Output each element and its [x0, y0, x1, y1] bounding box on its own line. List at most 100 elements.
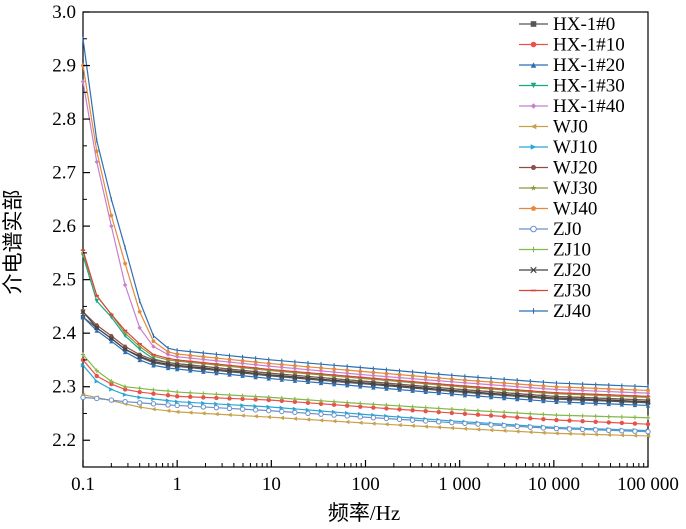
data-point — [593, 401, 598, 406]
data-point — [109, 387, 114, 392]
data-point — [371, 376, 376, 382]
data-point — [488, 413, 494, 418]
data-point — [606, 386, 611, 391]
data-point — [174, 389, 180, 395]
data-point — [606, 414, 611, 419]
data-point — [305, 397, 311, 403]
data-point — [253, 403, 258, 409]
data-point — [252, 407, 259, 413]
data-point — [580, 385, 585, 390]
data-point — [188, 390, 193, 396]
legend-label: ZJ20 — [553, 260, 591, 281]
data-point — [541, 398, 546, 404]
data-point — [449, 376, 454, 381]
data-point — [279, 362, 284, 367]
data-point — [227, 392, 232, 398]
data-point — [475, 412, 481, 417]
legend-label: HX-1#0 — [553, 14, 615, 35]
x-tick-label: 10 000 — [528, 474, 580, 495]
data-point — [501, 422, 507, 429]
data-point — [122, 398, 128, 405]
series-line — [82, 81, 649, 394]
data-point — [165, 393, 171, 398]
series-line — [82, 316, 649, 407]
data-point — [553, 425, 560, 432]
data-point — [227, 369, 232, 374]
data-point — [266, 361, 271, 366]
data-point — [318, 372, 324, 377]
data-point — [632, 394, 638, 399]
data-point — [122, 330, 128, 336]
data-point — [201, 395, 206, 400]
data-point — [292, 378, 298, 383]
data-point — [567, 385, 572, 390]
data-point — [266, 373, 271, 378]
data-point — [554, 391, 559, 396]
data-point — [566, 426, 573, 432]
data-point — [253, 366, 258, 371]
data-point — [475, 378, 481, 383]
data-point — [266, 397, 271, 403]
data-point — [188, 394, 193, 400]
data-point — [80, 309, 86, 315]
data-point — [331, 402, 337, 407]
data-point — [80, 363, 86, 368]
data-point — [201, 354, 206, 359]
data-point — [540, 394, 546, 400]
data-point — [150, 401, 157, 407]
series-HX-1#20 — [80, 314, 651, 408]
data-point — [253, 372, 258, 377]
data-point — [165, 408, 171, 413]
legend-marker — [530, 103, 537, 109]
data-point — [541, 383, 546, 388]
data-point — [528, 397, 533, 403]
data-point — [554, 399, 559, 404]
data-point — [331, 412, 337, 418]
data-point — [188, 400, 193, 405]
data-point — [488, 392, 494, 397]
data-point — [344, 382, 350, 388]
legend-item: ZJ40 — [519, 301, 591, 322]
data-point — [501, 393, 507, 398]
data-point — [370, 381, 376, 387]
data-point — [580, 397, 585, 403]
data-point — [357, 379, 363, 386]
data-point — [422, 418, 429, 424]
data-point — [449, 387, 455, 393]
data-point — [137, 355, 142, 360]
y-tick-label: 3.0 — [52, 2, 76, 23]
data-point — [292, 374, 298, 380]
data-point — [279, 395, 284, 401]
data-point — [201, 411, 206, 416]
data-point — [122, 346, 128, 352]
data-point — [645, 394, 651, 400]
data-point — [632, 402, 638, 408]
data-point — [384, 371, 389, 376]
data-point — [501, 395, 507, 401]
data-point — [109, 381, 114, 387]
data-point — [592, 427, 599, 433]
legend-label: WJ40 — [553, 199, 597, 220]
data-point — [136, 400, 143, 406]
data-point — [488, 386, 494, 391]
data-point — [305, 364, 311, 369]
data-point — [567, 391, 572, 397]
data-point — [318, 380, 324, 386]
data-point — [174, 358, 180, 363]
legend-label: HX-1#10 — [553, 35, 625, 56]
data-point — [357, 414, 363, 420]
data-point — [213, 404, 220, 411]
data-point — [397, 372, 402, 377]
x-tick-label: 100 — [351, 474, 380, 495]
data-point — [175, 351, 180, 356]
legend-label: ZJ0 — [553, 219, 582, 240]
data-point — [397, 403, 402, 409]
data-point — [371, 402, 376, 407]
data-point — [436, 388, 441, 393]
data-point — [423, 405, 428, 410]
data-point — [541, 396, 546, 401]
data-point — [423, 408, 428, 414]
data-point — [331, 369, 337, 375]
data-point — [370, 415, 377, 421]
data-point — [541, 390, 546, 395]
